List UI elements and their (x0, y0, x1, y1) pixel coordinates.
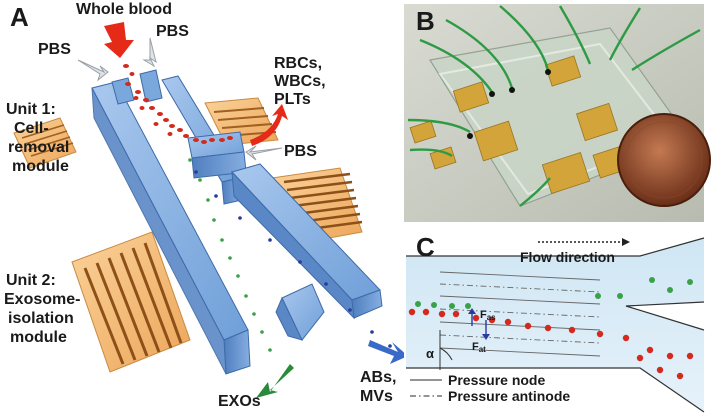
rbcs-label-line2: WBCs, (274, 73, 326, 90)
whole-blood-label: Whole blood (76, 1, 172, 18)
abs-arrow (368, 340, 408, 364)
unit1-label-line2: Cell- (14, 120, 49, 137)
photo-ports (467, 69, 551, 139)
pbs-left-arrow (77, 59, 109, 82)
exosome-channel (231, 163, 383, 320)
outlet-block (275, 283, 325, 341)
fat-label: Fat (472, 341, 486, 354)
exos-label: EXOs (218, 393, 261, 410)
panel-a: A (4, 1, 408, 410)
unit2-label-line3: isolation (8, 310, 74, 327)
green-particles (188, 158, 272, 352)
red-particles-c (408, 308, 694, 380)
unit1-label-line3: removal (8, 139, 69, 156)
unit2-label-line2: Exosome- (4, 291, 80, 308)
unit1-label-line1: Unit 1: (6, 101, 56, 118)
legend-pressure-node: Pressure node (448, 372, 545, 388)
rbc-particles (123, 64, 233, 144)
panel-b-letter: B (416, 6, 435, 36)
whole-blood-arrow (104, 22, 134, 58)
abs-label-line1: ABs, (360, 369, 396, 386)
panel-b: B (404, 4, 711, 222)
rbcs-label-line3: PLTs (274, 91, 311, 108)
pbs-right-arrow (245, 145, 283, 161)
alpha-label: α (426, 346, 434, 361)
panel-c-letter: C (416, 232, 435, 262)
unit2-label-line4: module (10, 329, 67, 346)
unit1-electrode (13, 117, 77, 169)
pbs-left-label: PBS (38, 41, 71, 58)
pbs-top-label: PBS (156, 23, 189, 40)
outlet-split (626, 302, 704, 330)
panel-a-letter: A (10, 2, 29, 32)
photo-electrodes (409, 55, 630, 194)
blue-particles (194, 170, 392, 348)
panel-c: C Flow direction Fas Fat α Pressure node… (404, 226, 705, 413)
abs-label-line2: MVs (360, 388, 393, 405)
flow-direction-label: Flow direction (520, 249, 615, 265)
rbcs-label-line1: RBCs, (274, 55, 322, 72)
channel-fluid (406, 238, 704, 412)
penny-coin (617, 113, 711, 207)
rbc-out-arrow (250, 104, 288, 146)
legend-pressure-antinode: Pressure antinode (448, 388, 570, 404)
pbs-top-arrow (142, 37, 157, 68)
green-particles-c (415, 277, 693, 309)
pbs-right-label: PBS (284, 143, 317, 160)
main-channel-left (91, 81, 251, 375)
unit1-label-line4: module (12, 158, 69, 175)
unit2-electrode (71, 231, 191, 373)
fas-label: Fas (480, 309, 496, 322)
exos-arrow (256, 364, 294, 398)
unit2-label-line1: Unit 2: (6, 272, 56, 289)
photo-tubing (407, 5, 701, 207)
